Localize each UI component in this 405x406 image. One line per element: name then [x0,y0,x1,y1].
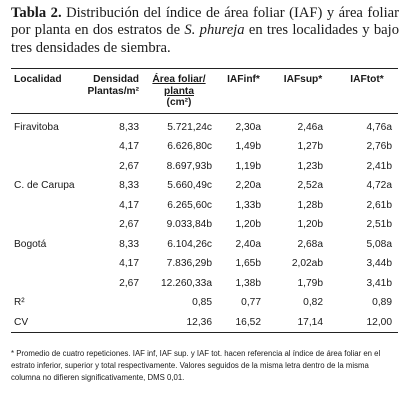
cell-iafinf: 2,20a [235,180,262,191]
cell-densidad: 4,17 [119,258,139,269]
caption-label: Tabla 2. [11,5,62,21]
table-body: Firavitoba 8,33 5.721,24c 2,30a 2,46a 4,76a 4… [11,113,398,333]
cell-localidad [11,254,79,274]
cell-densidad: 8,33 [119,121,139,133]
cell-iafsup: 2,52a [297,180,324,191]
caption-text-1: Distribución del índice de área foliar (… [11,5,399,39]
cell-iaftot: 12,00 [366,316,393,328]
cell-densidad: 2,67 [119,160,139,172]
cell-iaftot: 2,51b [366,219,393,230]
cell-iafsup: 2,02ab [291,258,323,269]
table-row: Firavitoba 8,33 5.721,24c 2,30a 2,46a 4,76a [11,113,398,137]
table-header: Localidad Densidad Plantas/m² Área foliar… [11,68,398,113]
cell-iaftot: 2,61b [366,199,393,211]
header-row: Localidad Densidad Plantas/m² Área foliar… [11,68,398,113]
cell-iafsup: 17,14 [297,316,324,328]
cell-iaftot: 5,08a [366,238,393,250]
table-row: 2,67 12.260,33a 1,38b 1,79b 3,41b [11,274,398,294]
cell-area-foliar: 12,36 [186,316,213,328]
cell-localidad: C. de Carupa [14,180,75,191]
cell-iafinf: 0,77 [241,297,261,308]
cell-densidad [79,293,141,313]
header-iafinf: IAFinf* [227,74,260,85]
cell-area-foliar: 9.033,84b [166,219,212,230]
cell-area-foliar: 0,85 [192,297,212,308]
cell-localidad [11,274,79,294]
cell-densidad: 4,17 [119,141,139,152]
cell-area-foliar: 5.660,49c [167,180,212,191]
cell-iaftot: 3,41b [366,277,393,289]
cell-localidad: Bogotá [14,238,47,250]
caption-species-italic: S. phureja [184,22,245,39]
cell-cv-label: CV [14,316,29,328]
cell-iafinf: 2,40a [235,238,262,250]
cell-iaftot: 2,41b [366,160,393,172]
cell-iafinf: 1,38b [235,277,262,289]
cell-iafinf: 1,20b [235,219,262,230]
cell-localidad [11,157,79,177]
header-area-foliar: Área foliar/planta (cm²) [152,74,206,108]
cell-iafsup: 1,79b [297,277,324,289]
cell-densidad: 2,67 [119,219,139,230]
cell-area-foliar: 6.104,26c [167,238,212,250]
table-row: 2,67 9.033,84b 1,20b 1,20b 2,51b [11,215,398,235]
cell-r2-label: R² [14,297,25,308]
table-row: 4,17 6.626,80c 1,49b 1,27b 2,76b [11,137,398,157]
cell-iafinf: 1,49b [235,141,262,152]
cell-densidad: 4,17 [119,199,139,211]
table-row-r2: R² 0,85 0,77 0,82 0,89 [11,293,398,313]
cell-iafinf: 1,19b [235,160,262,172]
cell-iafsup: 1,23b [297,160,324,172]
cell-iaftot: 2,76b [366,141,393,152]
cell-iafsup: 1,28b [297,199,324,211]
data-table: Localidad Densidad Plantas/m² Área foliar… [11,68,398,333]
cell-localidad [11,137,79,157]
cell-iafinf: 16,52 [235,316,262,328]
table-row: 2,67 8.697,93b 1,19b 1,23b 2,41b [11,157,398,177]
cell-iafsup: 1,27b [297,141,324,152]
cell-area-foliar: 12.260,33a [161,277,212,289]
table-row: 4,17 7.836,29b 1,65b 2,02ab 3,44b [11,254,398,274]
cell-localidad: Firavitoba [14,121,59,133]
table-row: 4,17 6.265,60c 1,33b 1,28b 2,61b [11,196,398,216]
cell-area-foliar: 5.721,24c [167,121,212,133]
header-localidad: Localidad [14,74,62,85]
caption-text-2: en tres localidades y bajo tres densidad… [11,22,400,56]
cell-area-foliar: 6.626,80c [167,141,212,152]
cell-area-foliar: 8.697,93b [166,160,212,172]
cell-iafinf: 1,65b [235,258,262,269]
table-footnote: * Promedio de cuatro repeticiones. IAF i… [11,349,381,383]
cell-densidad: 8,33 [119,180,139,191]
cell-iaftot: 4,72a [366,180,393,191]
cell-densidad: 8,33 [119,238,139,250]
cell-densidad [79,313,141,333]
cell-iaftot: 4,76a [366,121,393,133]
cell-iafsup: 2,46a [297,121,324,133]
table-caption: Tabla 2. Distribución del índice de área… [11,5,399,57]
cell-iafsup: 1,20b [297,219,324,230]
cell-area-foliar: 6.265,60c [167,199,212,211]
cell-localidad [11,215,79,235]
table-row-cv: CV 12,36 16,52 17,14 12,00 [11,313,398,333]
header-iaftot: IAFtot* [350,74,384,85]
table-row: C. de Carupa 8,33 5.660,49c 2,20a 2,52a 4,72a [11,176,398,196]
cell-iaftot: 3,44b [366,258,393,269]
cell-iafsup: 2,68a [297,238,324,250]
cell-iafinf: 2,30a [235,121,262,133]
cell-iafinf: 1,33b [235,199,262,211]
header-densidad: Densidad Plantas/m² [87,74,139,97]
cell-densidad: 2,67 [119,277,139,289]
cell-iaftot: 0,89 [372,297,392,308]
table-row: Bogotá 8,33 6.104,26c 2,40a 2,68a 5,08a [11,235,398,255]
cell-iafsup: 0,82 [303,297,323,308]
header-iafsup: IAFsup* [283,74,323,85]
cell-localidad [11,196,79,216]
cell-area-foliar: 7.836,29b [166,258,212,269]
